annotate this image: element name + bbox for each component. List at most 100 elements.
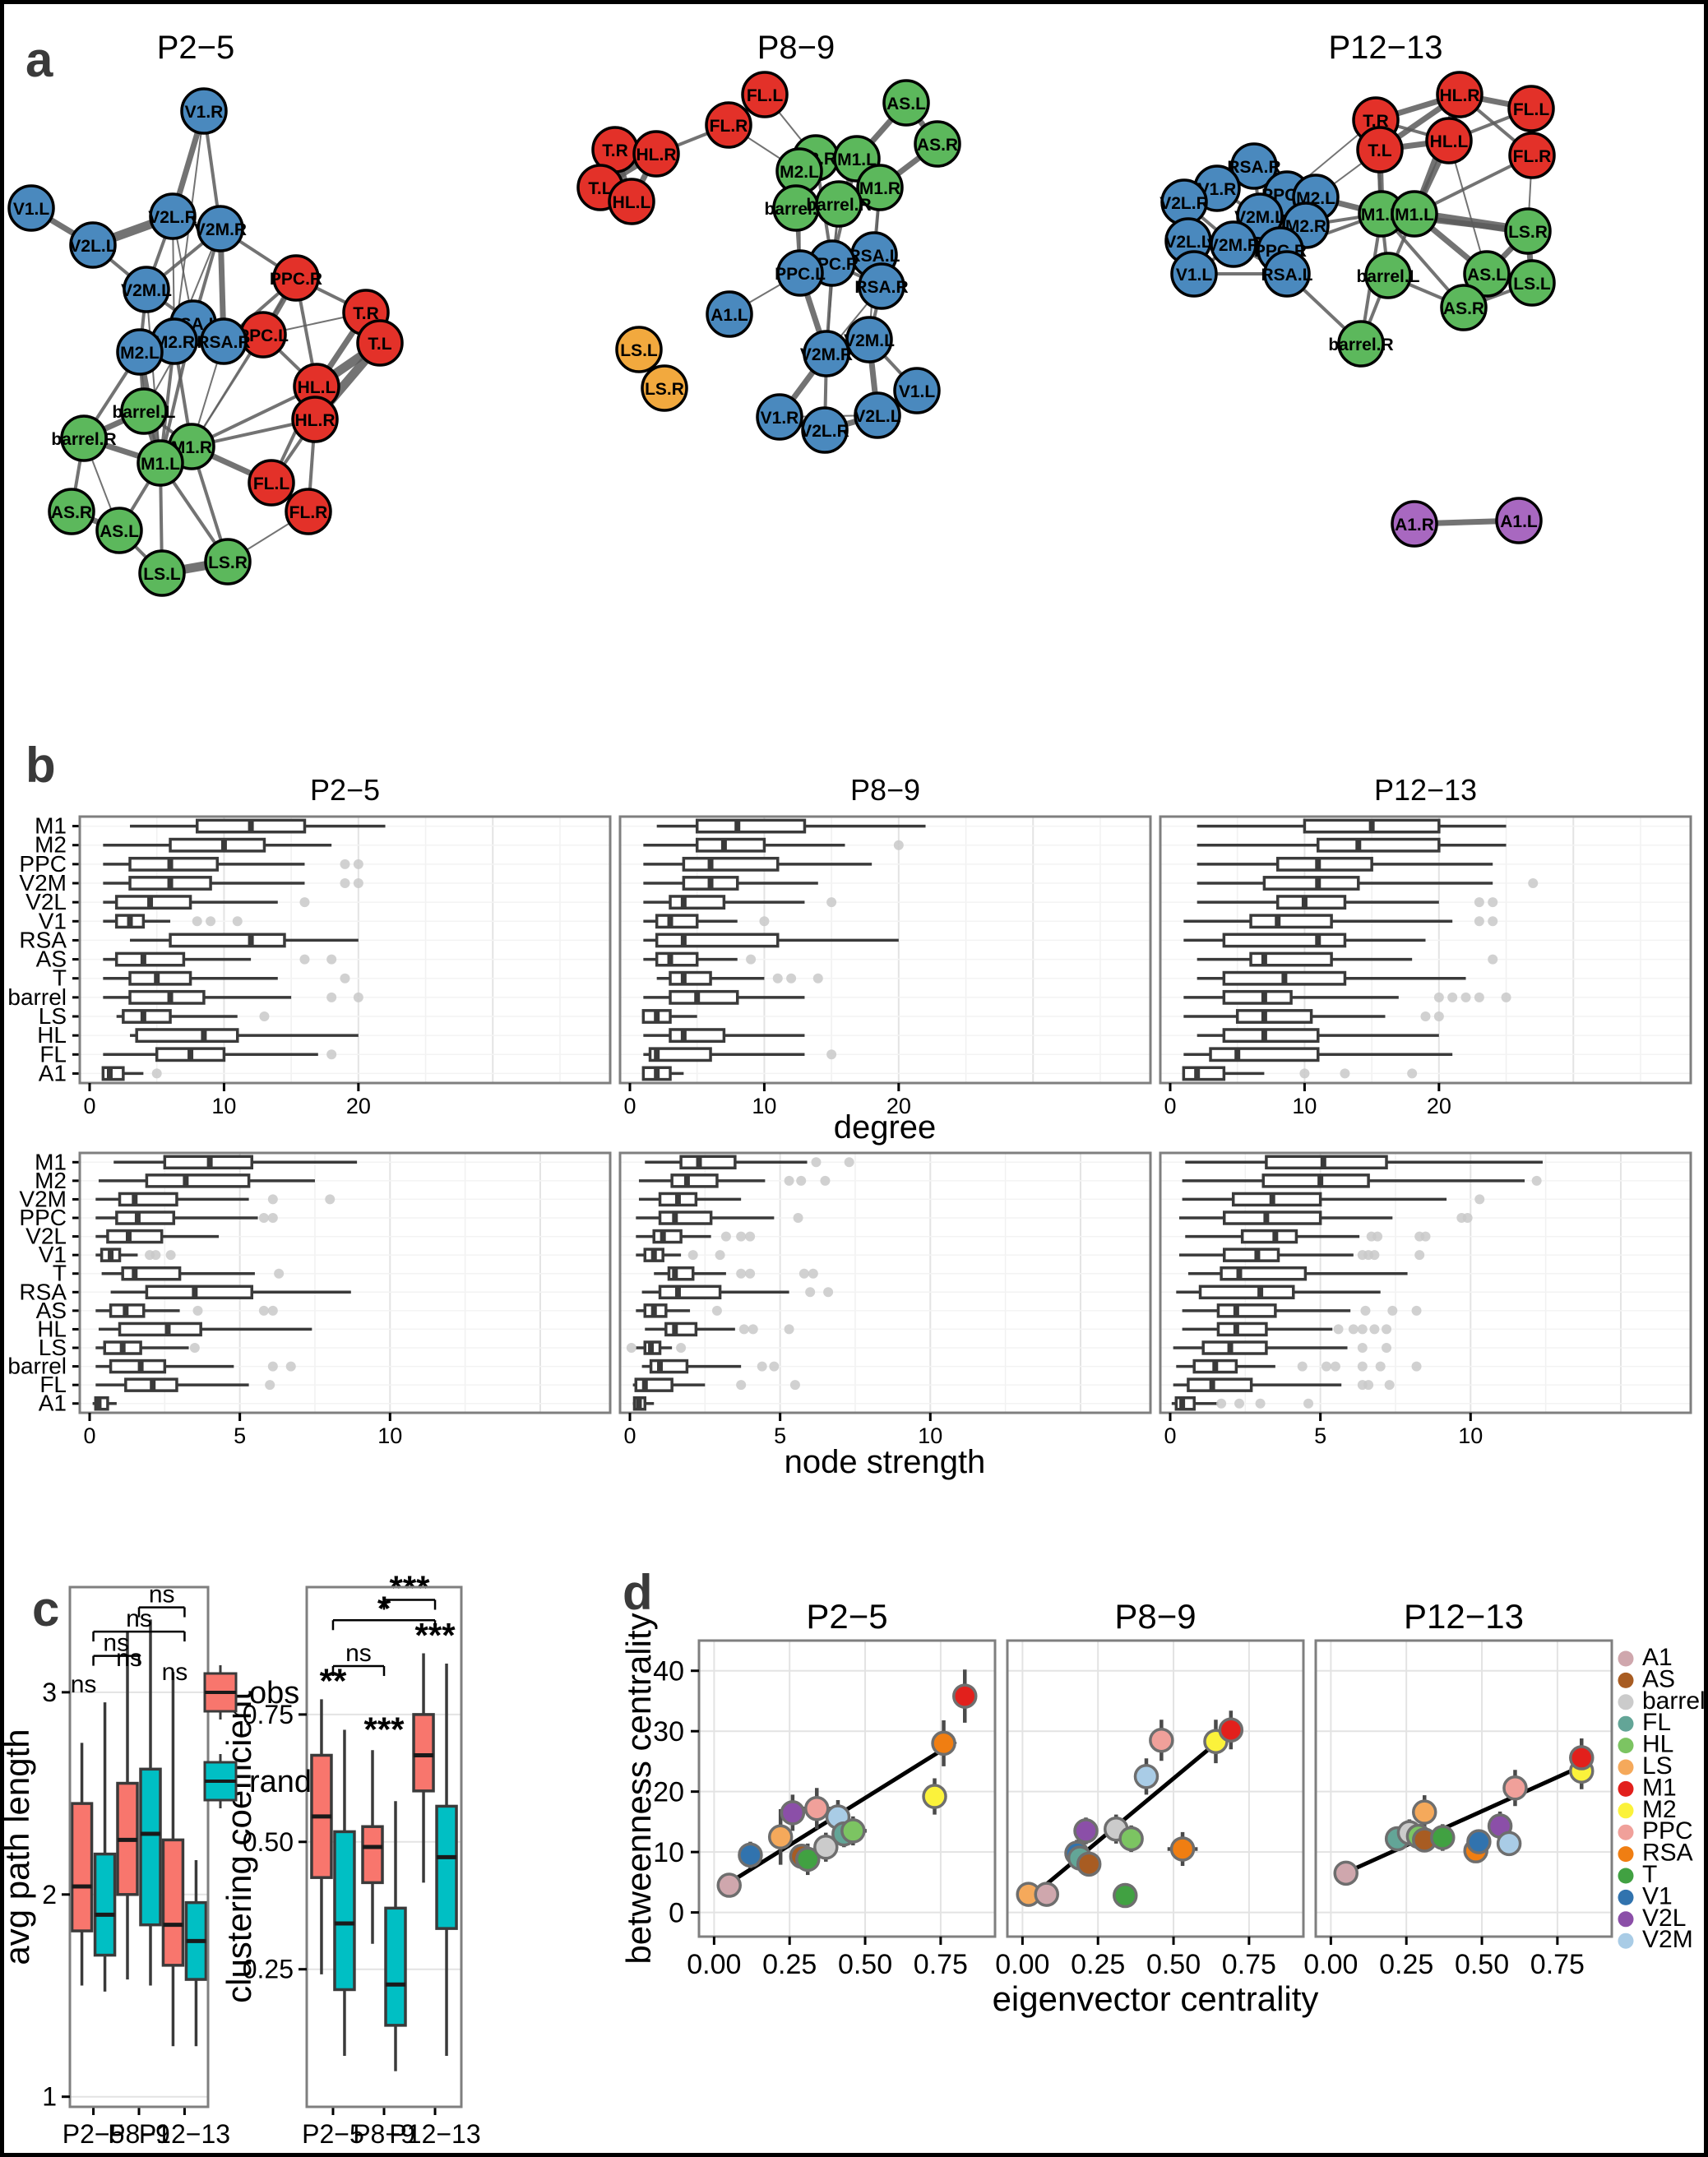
outlier bbox=[1488, 897, 1498, 908]
legend-label: HL bbox=[1642, 1731, 1673, 1758]
category-label: RSA bbox=[19, 1279, 67, 1304]
network-node-label: M1.L bbox=[1395, 206, 1434, 224]
x-tick-label: 5 bbox=[234, 1423, 246, 1448]
outlier bbox=[1488, 954, 1498, 965]
significance-label: ns bbox=[71, 1671, 97, 1698]
network-node-label: V2M.L bbox=[1234, 208, 1285, 227]
box bbox=[1249, 951, 1333, 967]
network-node bbox=[248, 459, 295, 507]
legend-label: rand bbox=[249, 1765, 312, 1799]
network-title: P8−9 bbox=[757, 30, 835, 66]
category-label: M2 bbox=[35, 1168, 67, 1193]
boxplot-facet: 0 5 10 bbox=[1159, 1151, 1692, 1448]
outlier bbox=[1357, 1361, 1368, 1372]
network-node-label: FL.R bbox=[289, 503, 328, 522]
outlier bbox=[738, 1324, 749, 1335]
facet-border bbox=[1159, 1151, 1692, 1414]
outlier bbox=[793, 1213, 803, 1223]
box bbox=[135, 1028, 239, 1044]
legend-dot-HL bbox=[1618, 1738, 1634, 1754]
category-label: AS bbox=[36, 947, 67, 972]
outlier bbox=[789, 1380, 800, 1391]
outlier bbox=[757, 1361, 767, 1372]
box bbox=[652, 1229, 683, 1244]
outlier bbox=[1407, 1068, 1418, 1079]
network-node bbox=[641, 364, 688, 412]
box bbox=[669, 1028, 726, 1044]
scatter-facet-P2−5: 0.00 0.25 0.50 0.75 0 10 20 30 40 P2−5 bbox=[653, 1597, 997, 1980]
data-point-V2M bbox=[1496, 1831, 1522, 1857]
data-point-A1 bbox=[1034, 1882, 1060, 1907]
outlier bbox=[823, 1287, 834, 1298]
outlier bbox=[1369, 1250, 1380, 1261]
outlier bbox=[1357, 1324, 1368, 1335]
network-node-label: V2L.L bbox=[1164, 233, 1211, 252]
outlier bbox=[1528, 878, 1539, 888]
network-node bbox=[756, 393, 803, 441]
x-tick-label: 10 bbox=[752, 1094, 776, 1118]
network-node-label: V2M.R bbox=[800, 345, 853, 364]
outlier bbox=[192, 1305, 203, 1316]
data-point-M1 bbox=[952, 1683, 978, 1709]
legend-label: V1 bbox=[1642, 1882, 1673, 1909]
x-tick-label: P2−5 bbox=[302, 2119, 364, 2149]
outlier bbox=[893, 840, 904, 850]
network-node bbox=[706, 290, 753, 338]
category-label: V2M bbox=[19, 1186, 67, 1211]
fit-line bbox=[1345, 1764, 1583, 1875]
facet-title: P8−9 bbox=[850, 773, 920, 807]
facet-title: P12−13 bbox=[1374, 773, 1477, 807]
facet-bg bbox=[699, 1641, 995, 1937]
box bbox=[1275, 856, 1373, 872]
category-label: V1 bbox=[39, 908, 67, 933]
outlier bbox=[267, 1361, 278, 1372]
outlier bbox=[299, 954, 310, 965]
box bbox=[1317, 837, 1441, 853]
outlier bbox=[1447, 992, 1458, 1002]
box bbox=[1249, 914, 1333, 929]
x-tick-label: 0.75 bbox=[1222, 1949, 1276, 1980]
outlier bbox=[1433, 992, 1444, 1002]
outlier bbox=[769, 1361, 780, 1372]
outlier bbox=[844, 1157, 854, 1168]
category-label: RSA bbox=[19, 927, 67, 952]
network-title: P2−5 bbox=[157, 30, 235, 66]
network-node-label: V1.L bbox=[13, 200, 50, 219]
box bbox=[1223, 1247, 1280, 1262]
plot-border bbox=[305, 1585, 463, 2108]
category-label: barrel bbox=[7, 984, 67, 1010]
network-node bbox=[615, 326, 663, 373]
network-node-label: LS.R bbox=[208, 553, 248, 572]
box bbox=[169, 837, 266, 853]
outlier bbox=[1360, 1305, 1371, 1316]
outlier bbox=[353, 992, 363, 1002]
facet-border bbox=[618, 1151, 1152, 1414]
y-tick-label: 1 bbox=[42, 2082, 57, 2112]
box bbox=[1174, 1396, 1196, 1411]
facet-bg bbox=[1316, 1641, 1612, 1937]
network-P8−9: P8−9FL.LFL.RT.RHL.RT.LHL.LAS.LAS.RM2.RM1… bbox=[576, 30, 961, 454]
data-point-PPC bbox=[1149, 1727, 1174, 1753]
network-node bbox=[123, 266, 170, 313]
legend-dot-RSA bbox=[1618, 1846, 1634, 1863]
network-node bbox=[285, 488, 332, 535]
box bbox=[655, 914, 699, 929]
x-tick-label: 0.25 bbox=[762, 1949, 817, 1980]
network-node-label: barrel.R bbox=[51, 430, 116, 449]
legend-label: FL bbox=[1642, 1709, 1671, 1736]
outlier bbox=[1474, 992, 1484, 1002]
legend-dot-FL bbox=[1618, 1715, 1634, 1732]
box bbox=[1187, 1377, 1253, 1392]
category-label: V1 bbox=[39, 1242, 67, 1267]
legend-dot-AS bbox=[1618, 1672, 1634, 1688]
network-node-label: V1.L bbox=[899, 382, 936, 401]
network-node-label: M2.R bbox=[154, 333, 195, 352]
network-node bbox=[291, 396, 339, 443]
facet-border bbox=[78, 1151, 612, 1414]
outlier bbox=[745, 1268, 756, 1279]
network-node-label: A1.L bbox=[1500, 512, 1538, 531]
box bbox=[145, 1173, 251, 1188]
